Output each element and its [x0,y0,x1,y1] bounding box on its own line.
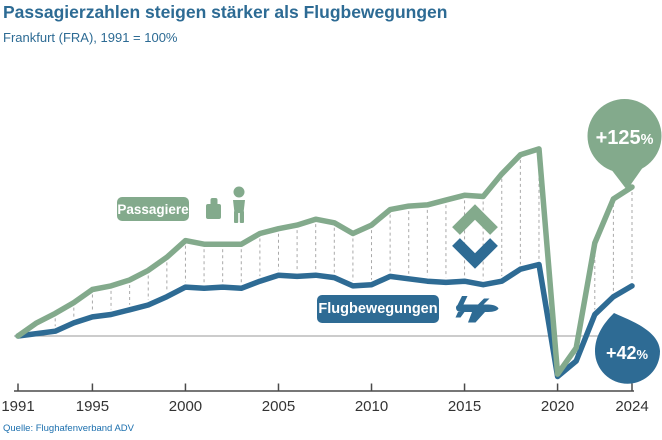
chevron-down-icon [452,238,498,269]
x-tick-label: 1991 [1,398,34,415]
passengers-label-pill: Passagiere [117,197,189,221]
flights-badge-shape [595,313,661,384]
flights-label: Flugbewegungen [318,301,438,317]
passengers-badge-shape [587,99,662,190]
x-tick-label: 1995 [76,398,109,415]
x-tick-label: 2020 [541,398,574,415]
series-line-passagiere [15,146,635,377]
source-note: Quelle: Flughafenverband ADV [3,423,134,434]
x-tick-label: 2000 [169,398,202,415]
airplane-icon [455,296,499,323]
flights-label-pill: Flugbewegungen [317,295,439,323]
x-tick-label: 2005 [262,398,295,415]
page-subtitle: Frankfurt (FRA), 1991 = 100% [3,30,178,45]
header: Passagierzahlen steigen stärker als Flug… [3,2,447,45]
series-line-flugbewegungen [15,261,635,380]
x-tick-label: 2015 [448,398,481,415]
chevron-up-icon [452,204,498,235]
passengers-label: Passagiere [117,201,189,217]
page-title: Passagierzahlen steigen stärker als Flug… [3,2,448,22]
passenger-with-suitcase-icon [206,186,245,223]
x-tick-label: 2010 [355,398,388,415]
passengers-badge-value: +125% [595,127,654,149]
x-tick-label: 2024 [615,398,648,415]
flights-badge-value: +42% [605,343,649,363]
